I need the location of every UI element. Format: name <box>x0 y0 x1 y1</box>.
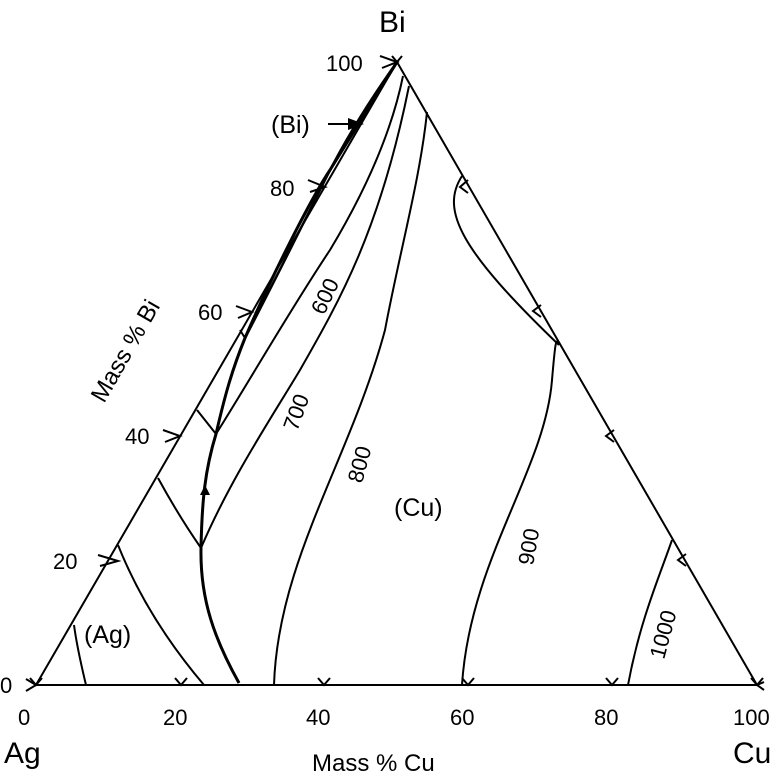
isotherm-900 <box>461 340 560 686</box>
left-tick-label: 80 <box>270 176 294 201</box>
bottom-tick-label: 40 <box>306 705 330 730</box>
bottom-tick-label: 0 <box>18 705 30 730</box>
bottom-axis-title: Mass % Cu <box>312 750 435 777</box>
isotherm-label-800: 800 <box>343 443 377 485</box>
bottom-tick-label: 100 <box>733 705 770 730</box>
left-axis-title: Mass % Bi <box>86 295 166 407</box>
isotherm-label-600: 600 <box>306 274 344 318</box>
right-edge-ticks <box>391 55 765 691</box>
ag-line-5 <box>239 329 246 339</box>
bi-arrow-head <box>348 118 364 130</box>
isotherm-high <box>453 175 560 346</box>
isotherm-600 <box>215 75 404 435</box>
ag-line-2 <box>117 544 205 686</box>
region-label-ag: (Ag) <box>84 621 131 649</box>
monovariant-arrow <box>200 485 210 495</box>
left-tick-label: 60 <box>198 300 222 325</box>
ag-line-3 <box>157 477 202 549</box>
left-tick-label: 100 <box>326 51 363 76</box>
corner-label-cu: Cu <box>733 737 771 770</box>
corner-label-ag: Ag <box>4 737 41 770</box>
bottom-tick-label: 80 <box>594 705 618 730</box>
isotherm-1000 <box>627 539 673 686</box>
ag-line-1 <box>73 624 87 686</box>
triangle-frame <box>34 60 759 686</box>
region-label-cu: (Cu) <box>394 494 443 522</box>
bottom-tick-label: 20 <box>163 705 187 730</box>
ag-line-4 <box>196 409 217 435</box>
corner-label-bi: Bi <box>379 6 406 39</box>
bi-boundary-line <box>243 61 399 339</box>
left-tick-label: 40 <box>125 424 149 449</box>
left-tick-labels: 0 20 40 60 80 100 <box>0 51 363 698</box>
bottom-tick-label: 60 <box>450 705 474 730</box>
bottom-axis-ticks <box>29 677 764 687</box>
left-tick-label: 20 <box>53 549 77 574</box>
isotherm-label-1000: 1000 <box>645 608 682 662</box>
left-tick-label: 0 <box>0 673 12 698</box>
isotherm-label-900: 900 <box>513 526 544 567</box>
isotherm-700 <box>200 85 410 549</box>
isotherm-800 <box>273 111 428 686</box>
bottom-tick-labels: 0 20 40 60 80 100 <box>18 705 770 730</box>
region-label-bi: (Bi) <box>271 111 310 139</box>
